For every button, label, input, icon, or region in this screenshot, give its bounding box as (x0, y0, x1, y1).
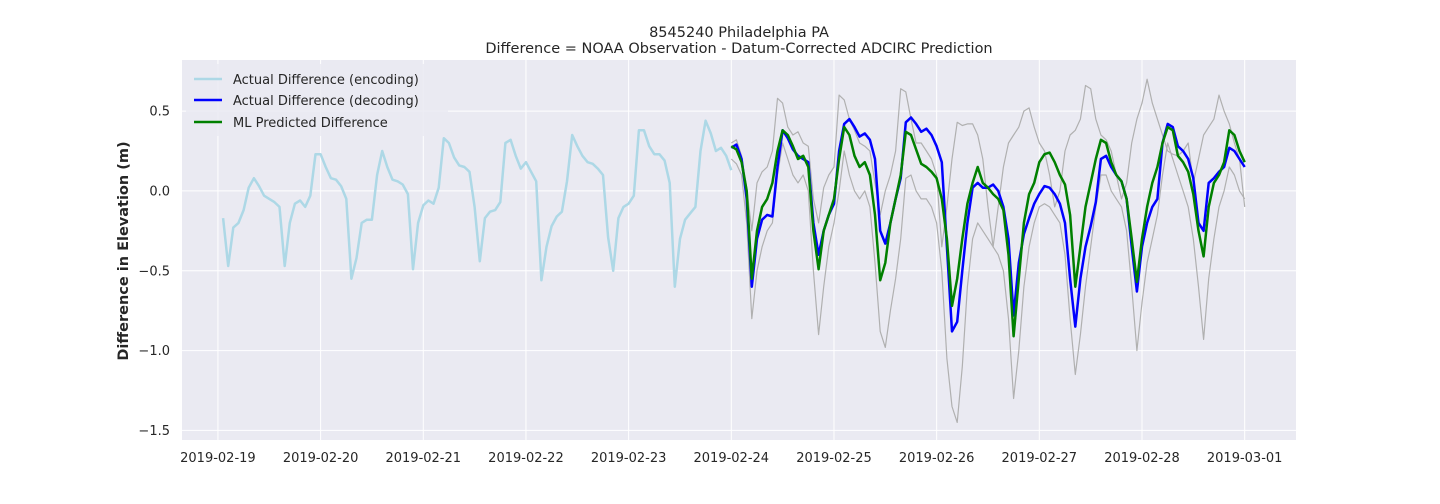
y-tick-label: −0.5 (138, 264, 170, 279)
y-tick-label: −1.5 (138, 424, 170, 439)
series-line-encoding (221, 119, 733, 288)
x-tick-label: 2019-02-22 (488, 451, 564, 466)
x-tick-label: 2019-02-24 (694, 451, 770, 466)
y-tick-labels: 0.5 0.0 −0.5 −1.0 −1.5 (138, 105, 170, 439)
y-tick-label: −1.0 (138, 344, 170, 359)
x-tick-label: 2019-02-20 (283, 451, 359, 466)
chart-title: 8545240 Philadelphia PA (649, 25, 829, 41)
legend-label-decoding: Actual Difference (decoding) (233, 94, 419, 109)
series-line-band-upper (730, 78, 1246, 248)
x-tick-label: 2019-02-19 (180, 451, 256, 466)
series-line-band-lower (730, 142, 1246, 423)
y-tick-label: 0.5 (149, 105, 170, 120)
y-tick-label: 0.0 (149, 184, 170, 199)
y-gridlines (182, 110, 1296, 431)
legend-label-predicted: ML Predicted Difference (233, 116, 388, 131)
x-tick-labels: 2019-02-19 2019-02-20 2019-02-21 2019-02-22… (180, 451, 1282, 466)
series-line-predicted (730, 125, 1246, 338)
legend: Actual Difference (encoding) Actual Diff… (186, 64, 448, 136)
x-tick-label: 2019-03-01 (1207, 451, 1283, 466)
series-layer (221, 78, 1246, 423)
legend-label-encoding: Actual Difference (encoding) (233, 73, 419, 88)
x-tick-label: 2019-02-26 (899, 451, 975, 466)
chart-subtitle: Difference = NOAA Observation - Datum-Co… (485, 41, 992, 57)
legend-box (186, 64, 448, 136)
y-axis-label: Difference in Elevation (m) (116, 141, 132, 360)
x-tick-label: 2019-02-21 (385, 451, 461, 466)
x-tick-label: 2019-02-27 (1002, 451, 1078, 466)
x-tick-label: 2019-02-25 (796, 451, 872, 466)
x-tick-label: 2019-02-23 (591, 451, 667, 466)
x-tick-label: 2019-02-28 (1104, 451, 1180, 466)
